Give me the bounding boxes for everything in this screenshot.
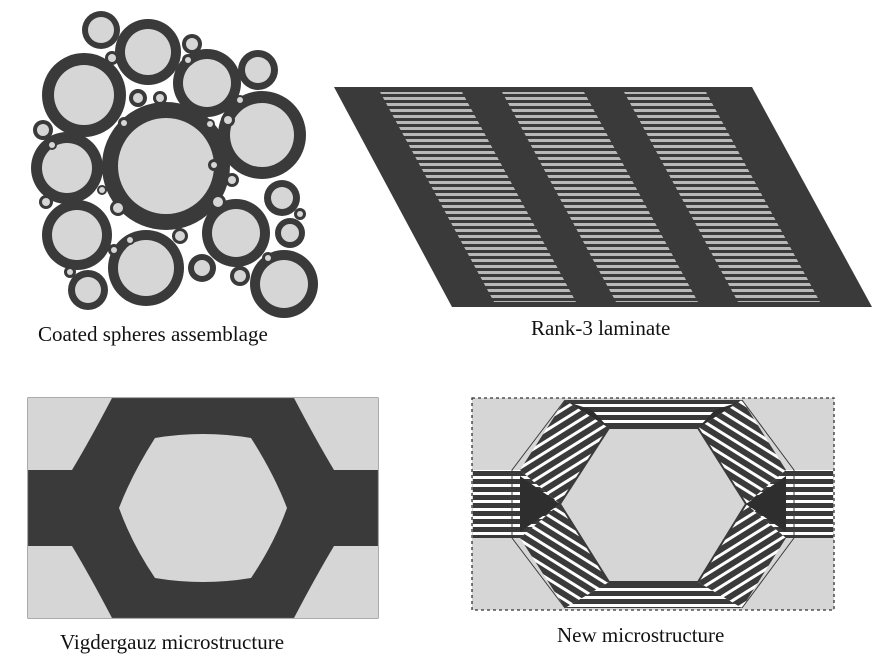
new-upper-right-wall [698,400,786,504]
new-right-wall [746,470,833,538]
coated-spheres-panel [31,11,318,318]
sphere-core-25 [224,116,232,124]
sphere-core-34 [185,57,191,63]
sphere-core-15 [281,224,299,242]
sphere-core-16 [194,260,210,276]
sphere-core-9 [52,210,102,260]
sphere-core-3 [125,29,171,75]
new-lower-right-wall [698,504,786,608]
new-thin-line-left [511,399,566,609]
sphere-core-2 [54,65,114,125]
sphere-core-31 [156,94,164,102]
rank3-laminate-panel [334,87,872,307]
sphere-core-30 [67,269,73,275]
sphere-core-38 [99,187,105,193]
sphere-core-11 [212,209,260,257]
caption-new-microstructure: New microstructure [557,623,725,647]
laminate-band-1 [380,92,576,302]
sphere-core-29 [297,211,303,217]
sphere-core-33 [111,247,117,253]
sphere-core-7 [230,103,294,167]
new-upper-left-wall [520,400,609,504]
sphere-core-37 [237,97,243,103]
sphere-core-24 [108,54,116,62]
new-microstructure-panel [471,397,835,611]
new-lower-left-wall [520,504,609,608]
vigdergauz-inclusion-center [119,434,287,582]
new-junction-top-right [698,402,739,428]
caption-rank3-laminate: Rank-3 laminate [531,316,671,340]
sphere-core-12 [260,260,308,308]
sphere-core-14 [271,187,293,209]
sphere-core-36 [49,142,55,148]
sphere-core-8 [42,143,92,193]
sphere-core-21 [175,231,185,241]
new-top-wall [565,400,742,428]
caption-coated-spheres: Coated spheres assemblage [38,322,268,346]
sphere-core-5 [88,17,114,43]
vigdergauz-inclusion-bottom-right [294,546,378,618]
vigdergauz-inclusion-top-left [28,398,112,470]
vigdergauz-inclusion-top-right [294,398,378,470]
vigdergauz-inclusion-bottom-left [28,546,112,618]
laminate-band-2 [502,92,698,302]
sphere-core-27 [121,120,127,126]
vigdergauz-panel [27,397,379,619]
sphere-core-23 [113,203,123,213]
new-bottom-wall [565,582,742,608]
new-center-inclusion [558,427,748,583]
new-junction-top-left [568,402,609,428]
sphere-core-32 [228,176,236,184]
new-junction-left [520,476,560,532]
sphere-core-26 [42,198,50,206]
sphere-core-13 [75,277,101,303]
sphere-core-1 [118,118,214,214]
new-left-wall [473,470,560,538]
new-thin-line-right [741,399,795,609]
sphere-core-39 [207,121,213,127]
sphere-core-40 [127,237,133,243]
sphere-core-19 [133,93,143,103]
sphere-core-28 [211,162,217,168]
sphere-core-6 [245,57,271,83]
sphere-core-20 [234,270,246,282]
sphere-core-17 [186,38,198,50]
sphere-core-10 [118,240,174,296]
laminate-band-3 [624,92,820,302]
new-junction-right [746,476,786,532]
sphere-core-22 [213,197,223,207]
caption-vigdergauz: Vigdergauz microstructure [60,630,285,654]
sphere-core-35 [265,255,271,261]
sphere-core-4 [183,59,231,107]
sphere-core-18 [37,124,49,136]
